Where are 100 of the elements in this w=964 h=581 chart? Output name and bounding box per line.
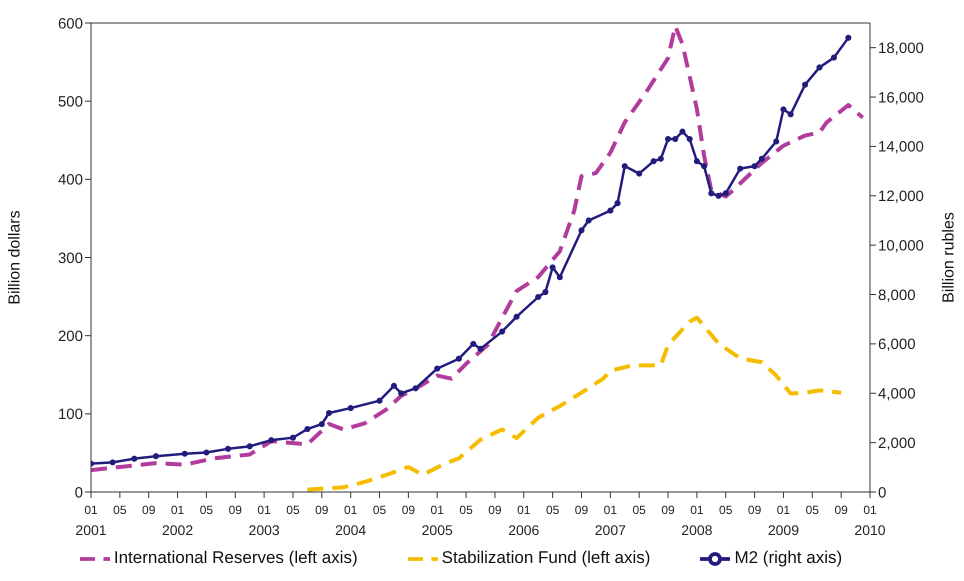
point (694, 158, 700, 164)
point (636, 170, 642, 177)
x-tick-label: 09 (748, 503, 762, 517)
point (578, 227, 585, 234)
point (686, 136, 693, 142)
x-tick-label: 09 (315, 503, 329, 517)
point (376, 398, 383, 404)
point (268, 437, 274, 444)
legend-label: Stabilization Fund (left axis) (442, 548, 650, 568)
point (326, 410, 332, 416)
point (708, 190, 714, 196)
x-tick-label: 09 (402, 503, 416, 517)
point (758, 156, 765, 162)
point (110, 459, 116, 466)
point (550, 264, 556, 270)
point (348, 405, 354, 412)
point (715, 192, 722, 199)
x-tick-label: 09 (142, 503, 156, 517)
x-tick-label: 01 2001 (75, 503, 107, 538)
point (318, 421, 325, 428)
point (477, 346, 484, 352)
point (152, 453, 159, 460)
y-tick-label: 100 (58, 406, 83, 424)
point (470, 340, 476, 347)
point (773, 138, 780, 145)
point (535, 294, 542, 300)
y-tick-label: 300 (58, 250, 83, 267)
y-tick-label: 500 (58, 93, 83, 110)
point (304, 426, 310, 432)
point (622, 163, 628, 170)
point (780, 106, 786, 112)
point (586, 217, 592, 224)
x-tick-label: 01 2003 (248, 503, 280, 538)
point (224, 446, 232, 452)
x-tick-label: 05 (546, 503, 560, 517)
point (614, 200, 621, 206)
x-tick-label: 05 (719, 503, 733, 517)
point (390, 382, 397, 389)
point (752, 163, 758, 170)
point (672, 136, 678, 142)
x-tick-label: 01 2006 (508, 503, 540, 538)
y2-tick-label: 2,000 (878, 434, 916, 452)
legend-label: M2 (right axis) (734, 548, 842, 568)
point (650, 158, 657, 164)
x-tick-label: 01 2007 (594, 503, 626, 538)
x-tick-label: 09 (228, 503, 242, 517)
point (679, 128, 686, 135)
point (499, 328, 506, 335)
y-tick-label: 0 (74, 484, 83, 502)
y-tick-label: 400 (58, 172, 83, 189)
point (456, 356, 462, 362)
point (412, 385, 419, 392)
point (802, 82, 808, 88)
x-tick-label: 01 2002 (162, 503, 194, 538)
y2-tick-label: 16,000 (878, 89, 924, 106)
point (434, 366, 440, 372)
y2-tick-label: 14,000 (878, 138, 924, 156)
y2-tick-label: 8,000 (878, 286, 916, 304)
point (658, 156, 664, 162)
point (830, 54, 837, 61)
y2-tick-label: 4,000 (878, 386, 916, 403)
legend-label: International Reserves (left axis) (114, 548, 358, 568)
point (722, 190, 729, 196)
x-tick-label: 05 (459, 503, 474, 517)
x-tick-label: 05 (372, 503, 387, 517)
point (514, 314, 520, 320)
point (542, 289, 548, 296)
y-tick-label: 200 (58, 328, 83, 345)
point (203, 449, 210, 456)
y2-tick-label: 6,000 (878, 336, 916, 354)
point (398, 390, 404, 396)
point (816, 64, 823, 70)
x-tick-label: 01 2005 (422, 503, 454, 538)
x-tick-label: 09 (661, 503, 676, 517)
y2-tick-label: 18,000 (878, 40, 924, 58)
point (737, 166, 744, 172)
x-tick-label: 05 (286, 503, 300, 517)
x-tick-label: 09 (488, 503, 502, 517)
point (788, 111, 794, 118)
x-tick-label: 09 (574, 503, 588, 517)
x-tick-label: 01 2010 (854, 503, 886, 538)
point (246, 443, 253, 450)
y2-axis-title: Billion rubles (940, 212, 958, 303)
point (701, 163, 708, 170)
x-tick-label: 01 2009 (768, 503, 800, 538)
y2-tick-label: 12,000 (878, 188, 924, 206)
y2-tick-label: 0 (878, 484, 886, 502)
point (845, 34, 852, 41)
point (556, 274, 563, 280)
y-axis-title: Billion dollars (6, 210, 24, 305)
x-tick-label: 01 2008 (681, 503, 713, 538)
x-tick-label: 05 (806, 503, 820, 517)
point (131, 456, 138, 462)
x-tick-label: 05 (632, 503, 646, 517)
point (290, 434, 296, 441)
point (182, 450, 188, 457)
x-tick-label: 05 (113, 503, 127, 517)
x-tick-label: 05 (200, 503, 214, 517)
x-tick-label: 09 (834, 503, 848, 517)
y2-tick-label: 10,000 (878, 237, 924, 254)
